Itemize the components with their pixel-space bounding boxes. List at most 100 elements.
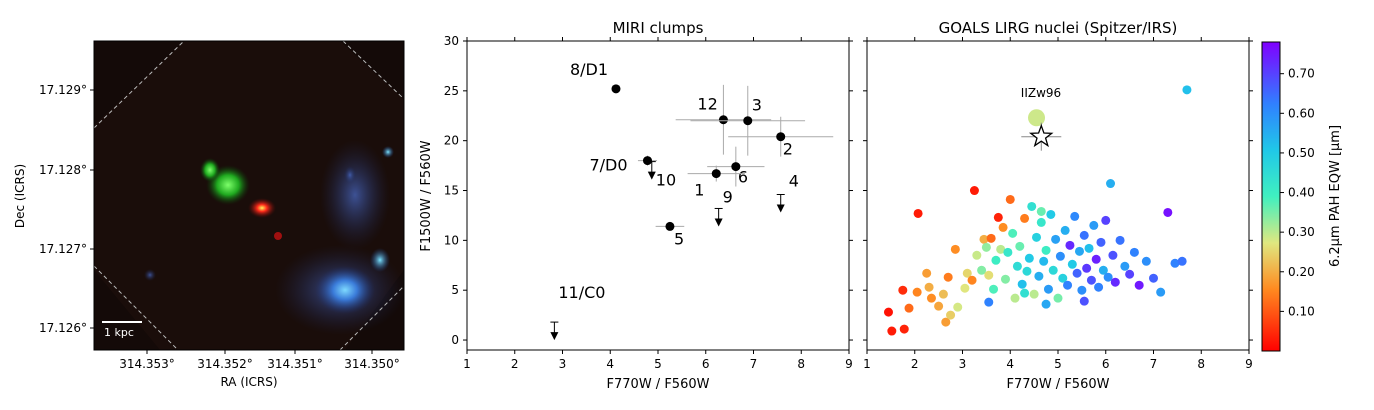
image-xtick-0: 314.353°: [119, 357, 175, 371]
goals-point: [1032, 232, 1042, 242]
miri-point: [665, 221, 675, 231]
iizw96-marker: [1028, 109, 1046, 127]
goals-marks: [883, 85, 1192, 336]
miri-point: [743, 116, 753, 126]
miri-ytick-label: 30: [444, 34, 459, 48]
colorbar-gradient: [1261, 41, 1281, 352]
colorbar: 0.10 0.20 0.30 0.40 0.50 0.60 0.70 6.2μm PAH E…: [1261, 41, 1343, 352]
colorbar-tick-label: 0.30: [1288, 225, 1315, 239]
goals-point: [1024, 253, 1034, 263]
goals-point: [941, 317, 951, 327]
goals-point: [993, 212, 1003, 222]
colorbar-tick-label: 0.40: [1288, 186, 1315, 200]
goals-point: [1177, 256, 1187, 266]
goals-point: [1000, 274, 1010, 284]
image-ytick-2: 17.127°: [39, 242, 87, 256]
image-ytick-1: 17.128°: [39, 163, 87, 177]
goals-xtick-label: 9: [1245, 357, 1253, 371]
image-xtick-marks: [146, 350, 373, 354]
goals-point: [938, 289, 948, 299]
goals-xlabel: F770W / F560W: [1007, 377, 1110, 392]
miri-point: [711, 169, 721, 179]
goals-ticks: 1 2 3 4 5 6 7 8 9: [863, 37, 1253, 371]
miri-xtick-label: 5: [654, 357, 662, 371]
iizw96-label: IIZw96: [1021, 86, 1061, 100]
miri-xtick-label: 3: [559, 357, 567, 371]
goals-point: [960, 283, 970, 293]
goals-point: [1029, 289, 1039, 299]
goals-point: [1125, 269, 1135, 279]
goals-xtick-label: 4: [1006, 357, 1014, 371]
image-ylabel: Dec (ICRS): [13, 164, 27, 228]
goals-point: [989, 284, 999, 294]
colorbar-tick-label: 0.50: [1288, 146, 1315, 160]
miri-point-label: 4: [789, 172, 799, 191]
miri-ytick-label: 10: [444, 233, 459, 247]
goals-point: [1058, 273, 1068, 283]
goals-point: [1170, 258, 1180, 268]
goals-point: [979, 234, 989, 244]
goals-xtick-label: 5: [1054, 357, 1062, 371]
goals-xtick-label: 2: [911, 357, 919, 371]
goals-point: [1091, 254, 1101, 264]
miri-xlabel: F770W / F560W: [607, 377, 710, 392]
goals-point: [899, 324, 909, 334]
goals-point: [1015, 241, 1025, 251]
miri-upperlimit-arrow: [776, 204, 785, 213]
goals-point: [1070, 211, 1080, 221]
goals-point: [1110, 277, 1120, 287]
miri-title: MIRI clumps: [613, 19, 704, 37]
goals-point: [1022, 266, 1032, 276]
goals-point: [1020, 213, 1030, 223]
goals-point: [934, 301, 944, 311]
scalebar-label: 1 kpc: [104, 326, 134, 339]
goals-point: [1134, 280, 1144, 290]
miri-upperlimit-arrow: [647, 171, 656, 180]
miri-xtick-label: 2: [511, 357, 519, 371]
goals-point: [1141, 256, 1151, 266]
goals-point: [1120, 261, 1130, 271]
miri-frame: [466, 40, 850, 351]
miri-point-label: 11/C0: [558, 283, 605, 302]
goals-point: [1086, 275, 1096, 285]
goals-xtick-label: 8: [1197, 357, 1205, 371]
miri-xtick-label: 7: [750, 357, 758, 371]
goals-point: [883, 307, 893, 317]
goals-point: [1079, 296, 1089, 306]
goals-point: [887, 326, 897, 336]
goals-point: [943, 272, 953, 282]
goals-point: [1027, 201, 1037, 211]
goals-point: [1067, 259, 1077, 269]
goals-point: [1005, 194, 1015, 204]
goals-point: [950, 244, 960, 254]
goals-panel: GOALS LIRG nuclei (Spitzer/IRS) F770W / …: [863, 19, 1253, 392]
goals-point: [904, 303, 914, 313]
goals-point: [977, 265, 987, 275]
goals-point: [1156, 287, 1166, 297]
image-xtick-3: 314.350°: [344, 357, 400, 371]
goals-point: [1108, 250, 1118, 260]
goals-point: [984, 297, 994, 307]
miri-point-label: 9: [723, 187, 733, 206]
miri-point-label: 10: [656, 171, 676, 190]
goals-point: [1008, 228, 1018, 238]
goals-xtick-label: 1: [863, 357, 871, 371]
miri-upperlimit-arrow: [550, 332, 559, 341]
miri-point-label: 3: [752, 96, 762, 115]
goals-point: [912, 287, 922, 297]
miri-xtick-label: 8: [797, 357, 805, 371]
goals-point: [1041, 245, 1051, 255]
miri-clumps-panel: MIRI clumps F770W / F560W F1500W / F560W…: [419, 19, 853, 392]
goals-point: [1012, 261, 1022, 271]
goals-point: [967, 275, 977, 285]
goals-point: [1072, 268, 1082, 278]
miri-ytick-label: 20: [444, 134, 459, 148]
goals-point: [898, 285, 908, 295]
goals-point: [969, 186, 979, 196]
miri-point: [776, 132, 786, 142]
goals-point: [1036, 206, 1046, 216]
goals-point: [1060, 225, 1070, 235]
goals-point: [1149, 273, 1158, 283]
image-xtick-2: 314.351°: [267, 357, 323, 371]
